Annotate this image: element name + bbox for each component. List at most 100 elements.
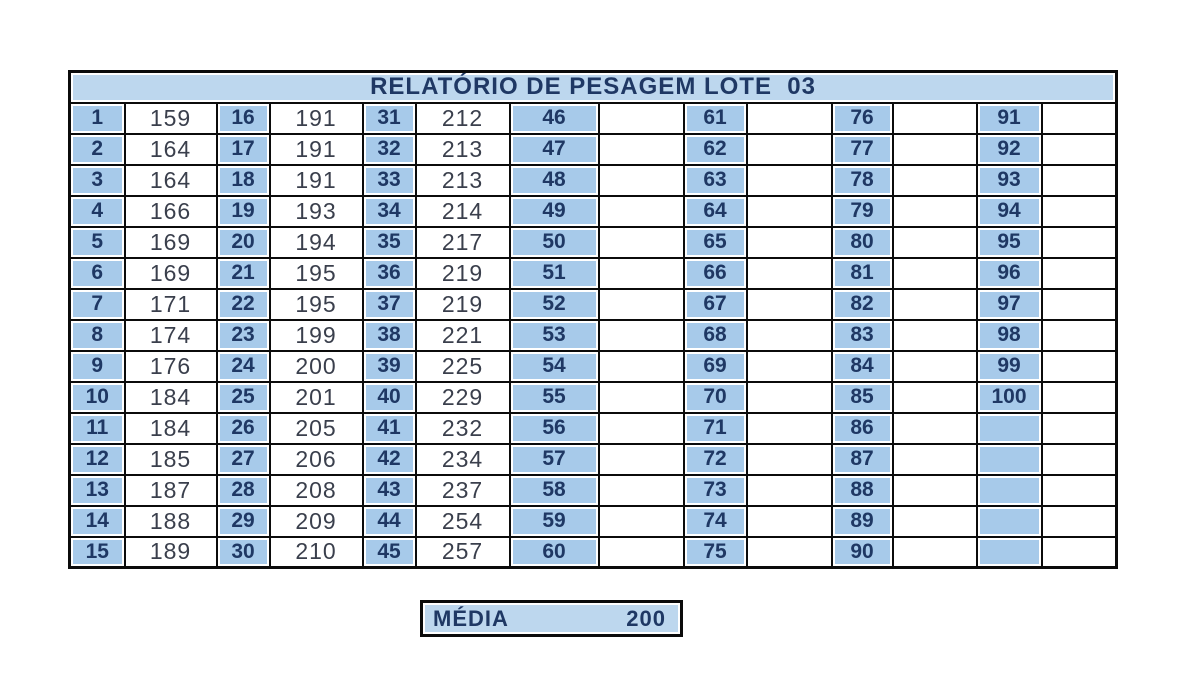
slot-index-cell: 66 — [682, 256, 748, 290]
table-row: 3 164 18 191 33 213 48 63 78 93 — [68, 163, 1118, 197]
slot-weight-cell: 164 — [123, 163, 218, 197]
slot-index-cell: 8 — [68, 318, 126, 352]
slot-index-cell: 3 — [68, 163, 126, 197]
slot-weight-cell — [745, 256, 833, 290]
slot-weight-cell — [891, 318, 978, 352]
slot-index-cell: 95 — [975, 225, 1043, 259]
report-title: RELATÓRIO DE PESAGEM LOTE 03 — [68, 70, 1118, 104]
slot-index-cell: 32 — [361, 132, 417, 166]
slot-index-cell: 10 — [68, 380, 126, 414]
slot-index-cell: 38 — [361, 318, 417, 352]
table-row: 8 174 23 199 38 221 53 68 83 98 — [68, 318, 1118, 352]
slot-weight-cell: 169 — [123, 225, 218, 259]
slot-weight-cell — [1040, 442, 1118, 476]
slot-index-cell: 82 — [830, 287, 894, 321]
slot-weight-cell: 213 — [414, 163, 511, 197]
slot-weight-cell — [745, 318, 833, 352]
slot-index-cell: 74 — [682, 504, 748, 538]
slot-weight-cell — [1040, 318, 1118, 352]
slot-index-cell: 7 — [68, 287, 126, 321]
slot-index-cell: 22 — [215, 287, 271, 321]
slot-index-cell: 94 — [975, 194, 1043, 228]
slot-weight-cell: 194 — [268, 225, 364, 259]
slot-weight-cell: 210 — [268, 535, 364, 569]
slot-index-cell: 29 — [215, 504, 271, 538]
slot-index-cell: 69 — [682, 349, 748, 383]
slot-index-cell: 84 — [830, 349, 894, 383]
slot-weight-cell — [745, 504, 833, 538]
slot-index-cell: 61 — [682, 101, 748, 135]
slot-index-cell: 50 — [508, 225, 600, 259]
slot-weight-cell: 193 — [268, 194, 364, 228]
slot-weight-cell: 219 — [414, 256, 511, 290]
table-row: 13 187 28 208 43 237 58 73 88 — [68, 473, 1118, 507]
slot-weight-cell — [1040, 535, 1118, 569]
slot-index-cell: 100 — [975, 380, 1043, 414]
slot-weight-cell — [597, 318, 685, 352]
slot-weight-cell — [891, 473, 978, 507]
slot-index-cell: 60 — [508, 535, 600, 569]
slot-weight-cell: 219 — [414, 287, 511, 321]
slot-weight-cell: 195 — [268, 256, 364, 290]
slot-index-cell: 70 — [682, 380, 748, 414]
slot-weight-cell: 189 — [123, 535, 218, 569]
slot-index-cell: 19 — [215, 194, 271, 228]
slot-index-cell: 81 — [830, 256, 894, 290]
slot-index-cell: 21 — [215, 256, 271, 290]
slot-index-cell: 14 — [68, 504, 126, 538]
slot-weight-cell: 184 — [123, 380, 218, 414]
slot-index-cell: 53 — [508, 318, 600, 352]
slot-index-cell: 75 — [682, 535, 748, 569]
slot-weight-cell: 200 — [268, 349, 364, 383]
table-row: 2 164 17 191 32 213 47 62 77 92 — [68, 132, 1118, 166]
slot-weight-cell — [745, 535, 833, 569]
slot-weight-cell — [597, 504, 685, 538]
slot-weight-cell — [745, 442, 833, 476]
slot-index-cell — [975, 535, 1043, 569]
table-row: 9 176 24 200 39 225 54 69 84 99 — [68, 349, 1118, 383]
slot-weight-cell: 237 — [414, 473, 511, 507]
slot-index-cell: 55 — [508, 380, 600, 414]
slot-weight-cell — [1040, 411, 1118, 445]
table-row: 4 166 19 193 34 214 49 64 79 94 — [68, 194, 1118, 228]
slot-weight-cell: 214 — [414, 194, 511, 228]
slot-index-cell: 6 — [68, 256, 126, 290]
slot-weight-cell — [597, 535, 685, 569]
slot-index-cell: 49 — [508, 194, 600, 228]
table-row: 10 184 25 201 40 229 55 70 85 100 — [68, 380, 1118, 414]
media-value: 200 — [626, 605, 666, 631]
slot-weight-cell — [745, 101, 833, 135]
slot-index-cell: 52 — [508, 287, 600, 321]
slot-weight-cell: 159 — [123, 101, 218, 135]
slot-index-cell: 80 — [830, 225, 894, 259]
slot-index-cell: 57 — [508, 442, 600, 476]
table-row: 11 184 26 205 41 232 56 71 86 — [68, 411, 1118, 445]
slot-weight-cell: 191 — [268, 163, 364, 197]
slot-weight-cell — [891, 194, 978, 228]
slot-weight-cell — [891, 163, 978, 197]
slot-weight-cell — [891, 535, 978, 569]
slot-index-cell: 13 — [68, 473, 126, 507]
slot-weight-cell: 225 — [414, 349, 511, 383]
slot-weight-cell: 191 — [268, 132, 364, 166]
slot-weight-cell — [597, 442, 685, 476]
slot-index-cell: 73 — [682, 473, 748, 507]
slot-index-cell: 16 — [215, 101, 271, 135]
slot-index-cell: 15 — [68, 535, 126, 569]
slot-index-cell: 64 — [682, 194, 748, 228]
slot-weight-cell — [597, 411, 685, 445]
slot-index-cell: 43 — [361, 473, 417, 507]
slot-weight-cell: 205 — [268, 411, 364, 445]
slot-weight-cell — [745, 132, 833, 166]
slot-index-cell: 44 — [361, 504, 417, 538]
slot-weight-cell — [1040, 194, 1118, 228]
slot-weight-cell: 217 — [414, 225, 511, 259]
slot-weight-cell: 234 — [414, 442, 511, 476]
weighing-table: RELATÓRIO DE PESAGEM LOTE 03 1 159 16 191 31… — [68, 70, 1119, 569]
slot-index-cell: 17 — [215, 132, 271, 166]
slot-index-cell: 45 — [361, 535, 417, 569]
slot-index-cell: 56 — [508, 411, 600, 445]
slot-weight-cell: 201 — [268, 380, 364, 414]
slot-index-cell: 63 — [682, 163, 748, 197]
